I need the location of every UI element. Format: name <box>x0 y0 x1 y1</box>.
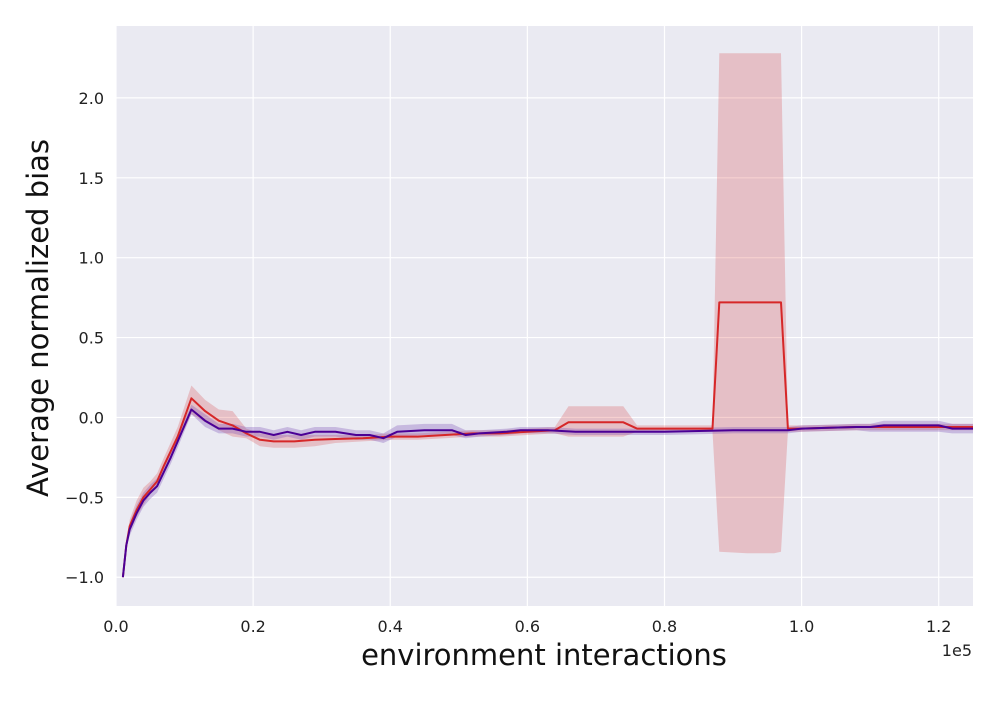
x-tick-label: 0.2 <box>240 617 265 636</box>
x-tick-label: 0.4 <box>378 617 403 636</box>
y-tick-label: −0.5 <box>65 488 104 507</box>
y-tick-label: 0.0 <box>79 408 104 427</box>
plot-area <box>116 26 973 606</box>
series-line-2 <box>121 408 973 578</box>
series-lines <box>121 301 973 578</box>
grid-lines <box>115 26 973 606</box>
y-axis-ticks: −1.0 −0.5 0.0 0.5 1.0 1.5 2.0 <box>65 89 104 587</box>
y-tick-label: 1.0 <box>79 249 104 268</box>
x-tick-label: 0.6 <box>515 617 540 636</box>
x-axis-ticks: 0.0 0.2 0.4 0.6 0.8 1.0 1.2 <box>103 617 951 636</box>
series-line-1 <box>121 301 973 578</box>
y-tick-label: 1.5 <box>79 169 104 188</box>
y-axis-label: Average normalized bias <box>21 139 55 497</box>
y-tick-label: 0.5 <box>79 329 104 348</box>
confidence-band-series-1 <box>122 53 973 578</box>
x-tick-label: 1.0 <box>789 617 814 636</box>
x-axis-offset-label: 1e5 <box>942 641 972 660</box>
y-tick-label: −1.0 <box>65 568 104 587</box>
y-tick-label: 2.0 <box>79 89 104 108</box>
x-axis-label: environment interactions <box>361 638 727 672</box>
x-tick-label: 0.8 <box>652 617 677 636</box>
x-tick-label: 0.0 <box>103 617 128 636</box>
x-tick-label: 1.2 <box>926 617 951 636</box>
